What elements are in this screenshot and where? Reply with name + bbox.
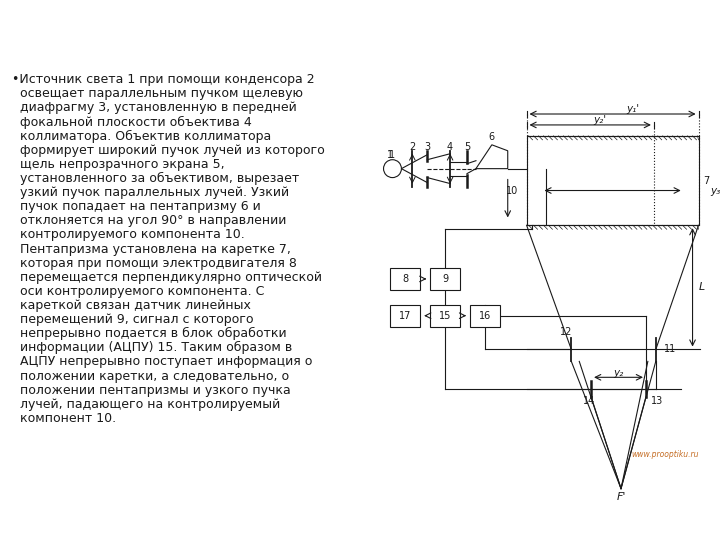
Text: 17: 17 — [399, 310, 412, 321]
Bar — [431, 268, 460, 290]
Text: пучок попадает на пентапризму 6 и: пучок попадает на пентапризму 6 и — [12, 200, 261, 213]
Text: информации (АЦПУ) 15. Таким образом в: информации (АЦПУ) 15. Таким образом в — [12, 341, 292, 354]
Text: щель непрозрачного экрана 5,: щель непрозрачного экрана 5, — [12, 158, 225, 171]
Text: L: L — [698, 282, 705, 292]
Circle shape — [384, 160, 402, 178]
Text: фокальной плоскости объектива 4: фокальной плоскости объектива 4 — [12, 116, 252, 129]
Text: 5: 5 — [464, 142, 470, 152]
Text: 9: 9 — [442, 274, 449, 284]
Text: 16: 16 — [479, 310, 491, 321]
Bar — [390, 305, 420, 327]
Text: 4: 4 — [447, 142, 453, 152]
Text: формирует широкий пучок лучей из которого: формирует широкий пучок лучей из которог… — [12, 144, 325, 157]
Bar — [470, 305, 500, 327]
Text: АЦПУ непрерывно поступает информация о: АЦПУ непрерывно поступает информация о — [12, 355, 312, 368]
Text: непрерывно подается в блок обработки: непрерывно подается в блок обработки — [12, 327, 287, 340]
Text: диафрагму 3, установленную в передней: диафрагму 3, установленную в передней — [12, 102, 297, 114]
Text: Пентапризма установлена на каретке 7,: Пентапризма установлена на каретке 7, — [12, 242, 291, 255]
Text: узкий пучок параллельных лучей. Узкий: узкий пучок параллельных лучей. Узкий — [12, 186, 289, 199]
Text: положении каретки, а следовательно, о: положении каретки, а следовательно, о — [12, 369, 289, 382]
Text: 8: 8 — [402, 274, 408, 284]
Text: y₂: y₂ — [613, 368, 624, 379]
Text: 2: 2 — [409, 142, 415, 152]
Text: перемещений 9, сигнал с которого: перемещений 9, сигнал с которого — [12, 313, 253, 326]
Bar — [390, 268, 420, 290]
Text: лучей, падающего на контролируемый: лучей, падающего на контролируемый — [12, 398, 280, 411]
Text: 1: 1 — [387, 150, 394, 160]
Text: 14: 14 — [583, 396, 595, 406]
Text: www.prooptiku.ru: www.prooptiku.ru — [631, 450, 698, 459]
Text: 13: 13 — [651, 396, 663, 406]
Text: 6: 6 — [489, 132, 495, 142]
Text: 11: 11 — [664, 345, 676, 354]
Text: коллиматора. Объектив коллиматора: коллиматора. Объектив коллиматора — [12, 130, 271, 143]
Text: отклоняется на угол 90° в направлении: отклоняется на угол 90° в направлении — [12, 214, 287, 227]
Text: положении пентапризмы и узкого пучка: положении пентапризмы и узкого пучка — [12, 383, 291, 397]
Text: оси контролируемого компонента. С: оси контролируемого компонента. С — [12, 285, 264, 298]
Text: y₂': y₂' — [593, 115, 607, 125]
Text: F': F' — [616, 491, 626, 502]
Text: освещает параллельным пучком щелевую: освещает параллельным пучком щелевую — [12, 87, 303, 100]
Text: контролируемого компонента 10.: контролируемого компонента 10. — [12, 228, 245, 241]
Text: перемещается перпендикулярно оптической: перемещается перпендикулярно оптической — [12, 271, 322, 284]
Text: 1: 1 — [390, 150, 395, 160]
Text: y₃: y₃ — [711, 186, 720, 195]
Text: установленного за объективом, вырезает: установленного за объективом, вырезает — [12, 172, 300, 185]
Text: 12: 12 — [560, 327, 572, 336]
Bar — [526, 136, 698, 225]
Bar — [431, 305, 460, 327]
Text: 10: 10 — [506, 186, 518, 195]
Text: 7: 7 — [703, 176, 710, 186]
Text: 15: 15 — [439, 310, 451, 321]
Text: 3: 3 — [424, 142, 431, 152]
Text: кареткой связан датчик линейных: кареткой связан датчик линейных — [12, 299, 251, 312]
Text: которая при помощи электродвигателя 8: которая при помощи электродвигателя 8 — [12, 256, 297, 269]
Text: •Источник света 1 при помощи конденсора 2: •Источник света 1 при помощи конденсора … — [12, 73, 315, 86]
Text: компонент 10.: компонент 10. — [12, 412, 116, 425]
Polygon shape — [476, 145, 508, 168]
Text: y₁': y₁' — [626, 104, 639, 114]
